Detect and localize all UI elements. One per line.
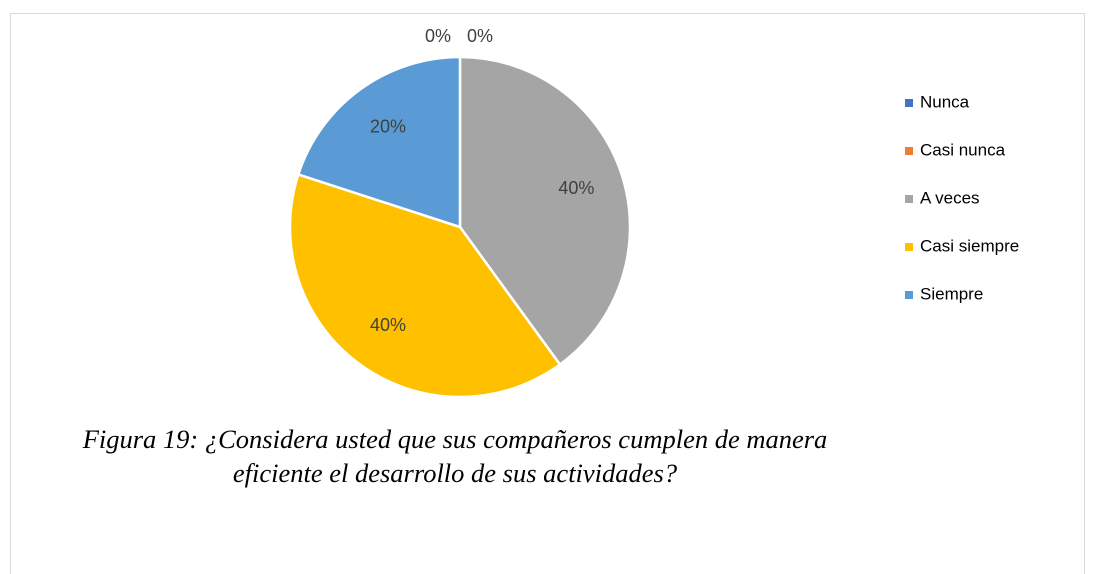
pie-slice [458,55,632,367]
pie-slice [296,55,462,229]
data-label: 40% [370,315,406,335]
legend-swatch [905,147,913,155]
chart-border [10,13,1085,574]
data-label: 20% [370,117,406,137]
data-label: 0% [467,26,493,46]
legend-swatch [905,99,913,107]
legend-label: Nunca [920,92,970,111]
legend-swatch [905,195,913,203]
caption: Figura 19: ¿Considera usted que sus comp… [82,424,828,488]
legend-label: Casi nunca [920,140,1006,159]
legend-label: A veces [920,188,980,207]
legend-swatch [905,291,913,299]
data-label: 0% [425,26,451,46]
pie-slice [288,172,562,399]
legend-swatch [905,243,913,251]
data-label: 40% [558,178,594,198]
legend-label: Casi siempre [920,236,1019,255]
legend-label: Siempre [920,284,983,303]
